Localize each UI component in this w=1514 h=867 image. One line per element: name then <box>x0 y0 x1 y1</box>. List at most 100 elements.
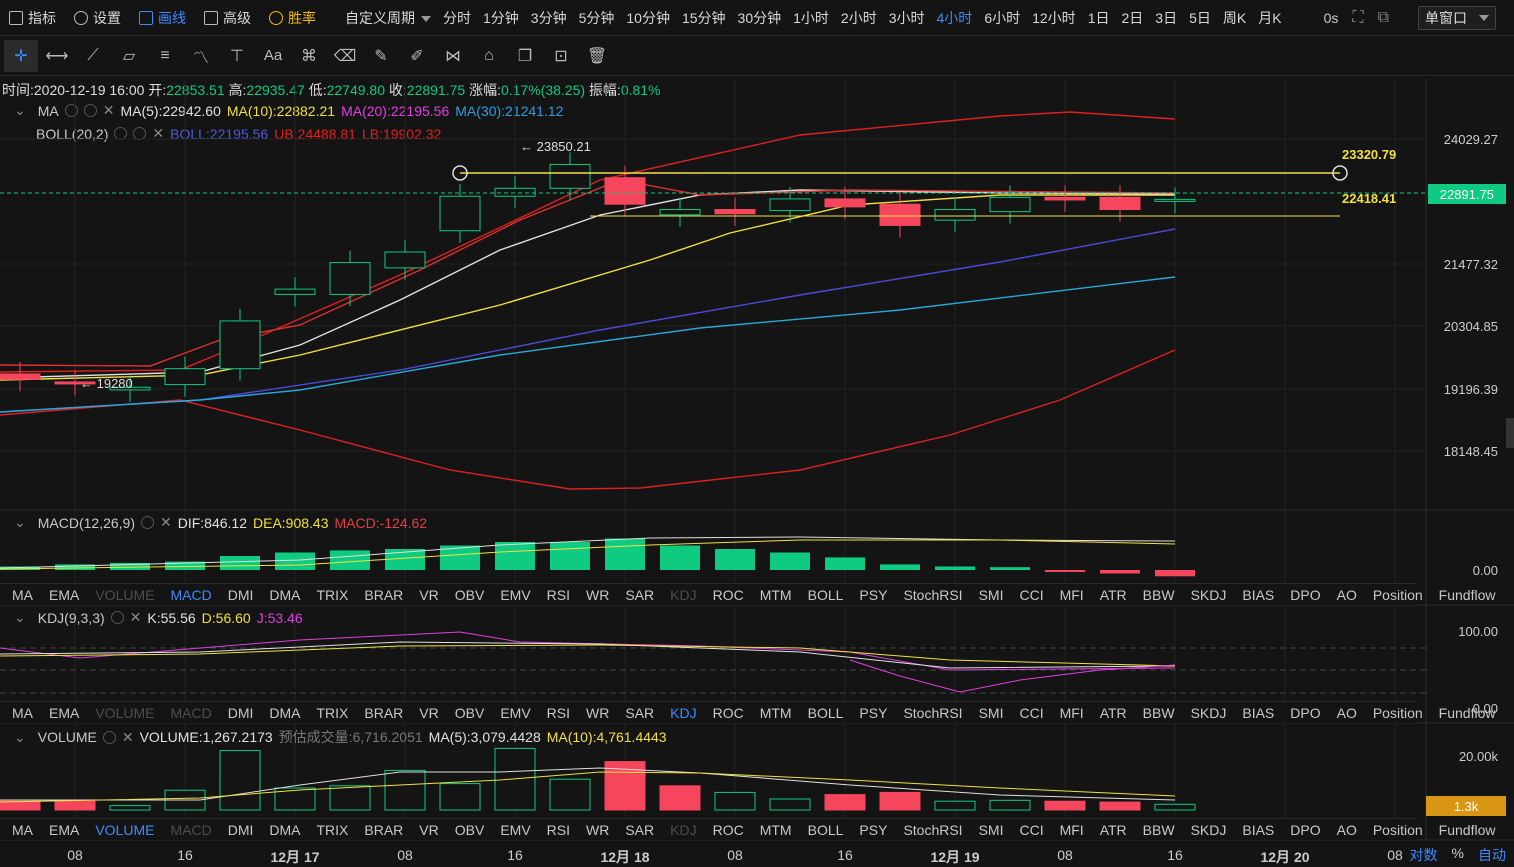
tab-atr[interactable]: ATR <box>1099 821 1127 838</box>
gear-icon[interactable] <box>83 104 97 117</box>
tab-volume[interactable]: VOLUME <box>95 704 155 721</box>
tab-dpo[interactable]: DPO <box>1290 821 1321 838</box>
tab-position[interactable]: Position <box>1372 586 1423 603</box>
close-icon[interactable]: ✕ <box>152 125 165 141</box>
gear-icon[interactable] <box>110 611 124 624</box>
tab-mfi[interactable]: MFI <box>1059 821 1084 838</box>
tab-vr[interactable]: VR <box>419 821 439 838</box>
tab-mtm[interactable]: MTM <box>759 586 792 603</box>
tab-roc[interactable]: ROC <box>712 586 744 603</box>
tab-volume[interactable]: VOLUME <box>95 821 155 838</box>
tab-skdj[interactable]: SKDJ <box>1190 586 1227 603</box>
collapse-chevron-icon[interactable]: ⌄ <box>14 728 26 745</box>
fullscreen-icon[interactable]: ⛶ <box>1352 8 1364 26</box>
close-icon[interactable]: ✕ <box>121 728 134 745</box>
tab-dpo[interactable]: DPO <box>1290 704 1321 721</box>
tab-boll[interactable]: BOLL <box>807 704 844 721</box>
tab-trix[interactable]: TRIX <box>316 821 349 838</box>
tab-bias[interactable]: BIAS <box>1242 586 1275 603</box>
tab-emv[interactable]: EMV <box>500 821 531 838</box>
tab-dmi[interactable]: DMI <box>227 586 254 603</box>
tab-cci[interactable]: CCI <box>1019 704 1044 721</box>
tab-smi[interactable]: SMI <box>978 821 1004 838</box>
tab-ema[interactable]: EMA <box>49 704 80 721</box>
period-9[interactable]: 3小时 <box>888 9 925 26</box>
tab-ema[interactable]: EMA <box>49 586 80 603</box>
period-7[interactable]: 1小时 <box>793 9 829 26</box>
tab-emv[interactable]: EMV <box>500 586 531 603</box>
percent-toggle[interactable]: % <box>1451 845 1464 861</box>
tab-dma[interactable]: DMA <box>269 586 301 603</box>
tab-fundflow[interactable]: Fundflow <box>1438 586 1496 603</box>
tab-rsi[interactable]: RSI <box>546 704 571 721</box>
tab-mfi[interactable]: MFI <box>1059 704 1084 721</box>
tab-wr[interactable]: WR <box>586 704 610 721</box>
ruler-icon[interactable]: ✐ <box>410 47 424 65</box>
tab-dpo[interactable]: DPO <box>1290 586 1321 603</box>
exit-window-icon[interactable]: ⧉ <box>1377 8 1389 26</box>
log-toggle[interactable]: 对数 <box>1409 847 1438 863</box>
trash-icon[interactable]: 🗑 <box>586 47 608 65</box>
period-11[interactable]: 6小时 <box>984 9 1021 26</box>
tab-atr[interactable]: ATR <box>1099 704 1127 721</box>
tab-position[interactable]: Position <box>1372 821 1423 838</box>
tab-bbw[interactable]: BBW <box>1142 704 1175 721</box>
tab-bias[interactable]: BIAS <box>1242 704 1275 721</box>
tab-emv[interactable]: EMV <box>500 704 531 721</box>
tab-mtm[interactable]: MTM <box>759 704 792 721</box>
collapse-chevron-icon[interactable]: ⌄ <box>14 102 26 118</box>
period-8[interactable]: 2小时 <box>840 9 877 26</box>
tab-dma[interactable]: DMA <box>269 821 301 838</box>
tab-smi[interactable]: SMI <box>978 586 1004 603</box>
gear-icon[interactable] <box>102 730 116 744</box>
panel-resize-handle[interactable] <box>1506 418 1514 448</box>
tab-stochrsi[interactable]: StochRSI <box>903 586 963 603</box>
tab-bias[interactable]: BIAS <box>1242 821 1275 838</box>
tab-ma[interactable]: MA <box>12 586 33 603</box>
tab-brar[interactable]: BRAR <box>364 704 404 721</box>
tab-atr[interactable]: ATR <box>1099 586 1127 603</box>
indicator-button[interactable]: 指标 <box>0 0 65 36</box>
brush-icon[interactable]: ✎ <box>374 47 388 65</box>
eraser-icon[interactable]: ⌫ <box>333 47 357 65</box>
tab-ao[interactable]: AO <box>1336 821 1357 838</box>
crosshair-icon[interactable]: ✛ <box>4 39 38 72</box>
period-4[interactable]: 10分钟 <box>626 9 670 26</box>
tab-kdj[interactable]: KDJ <box>670 704 697 721</box>
tab-bbw[interactable]: BBW <box>1142 586 1175 603</box>
period-13[interactable]: 1日 <box>1087 9 1110 26</box>
period-16[interactable]: 5日 <box>1189 9 1211 26</box>
tab-cci[interactable]: CCI <box>1019 821 1044 838</box>
collapse-chevron-icon[interactable]: ⌄ <box>14 609 26 625</box>
pattern-icon[interactable]: ⋈ <box>445 47 461 65</box>
tab-obv[interactable]: OBV <box>454 704 485 721</box>
tab-macd[interactable]: MACD <box>170 586 212 603</box>
period-2[interactable]: 3分钟 <box>530 9 567 26</box>
tab-skdj[interactable]: SKDJ <box>1190 821 1227 838</box>
screenshot-icon[interactable]: ⊡ <box>554 47 568 65</box>
collapse-chevron-icon[interactable]: ⌄ <box>14 514 26 530</box>
tab-ma[interactable]: MA <box>12 821 33 838</box>
horizontal-line-icon[interactable]: ⟷ <box>45 47 69 65</box>
tab-cci[interactable]: CCI <box>1019 586 1044 603</box>
tab-wr[interactable]: WR <box>586 821 610 838</box>
period-5[interactable]: 15分钟 <box>681 9 726 26</box>
tab-brar[interactable]: BRAR <box>364 821 404 838</box>
period-12[interactable]: 12小时 <box>1032 9 1076 26</box>
period-18[interactable]: 月K <box>1258 9 1282 26</box>
eye-icon[interactable] <box>64 104 78 117</box>
tab-trix[interactable]: TRIX <box>316 586 349 603</box>
wave-icon[interactable]: 〽 <box>192 49 209 67</box>
tab-sar[interactable]: SAR <box>625 821 655 838</box>
parallelogram-icon[interactable]: ▱ <box>122 47 136 65</box>
custom-period-dropdown[interactable]: 自定义周期 <box>325 8 437 28</box>
tab-ema[interactable]: EMA <box>49 821 80 838</box>
tab-skdj[interactable]: SKDJ <box>1190 704 1227 721</box>
fibonacci-icon[interactable]: ≡ <box>160 46 170 64</box>
lock-icon[interactable]: ⌂ <box>484 46 494 64</box>
tab-boll[interactable]: BOLL <box>807 821 844 838</box>
tab-ma[interactable]: MA <box>12 704 33 721</box>
tab-roc[interactable]: ROC <box>712 704 744 721</box>
tab-dmi[interactable]: DMI <box>227 821 254 838</box>
tab-ao[interactable]: AO <box>1336 586 1357 603</box>
